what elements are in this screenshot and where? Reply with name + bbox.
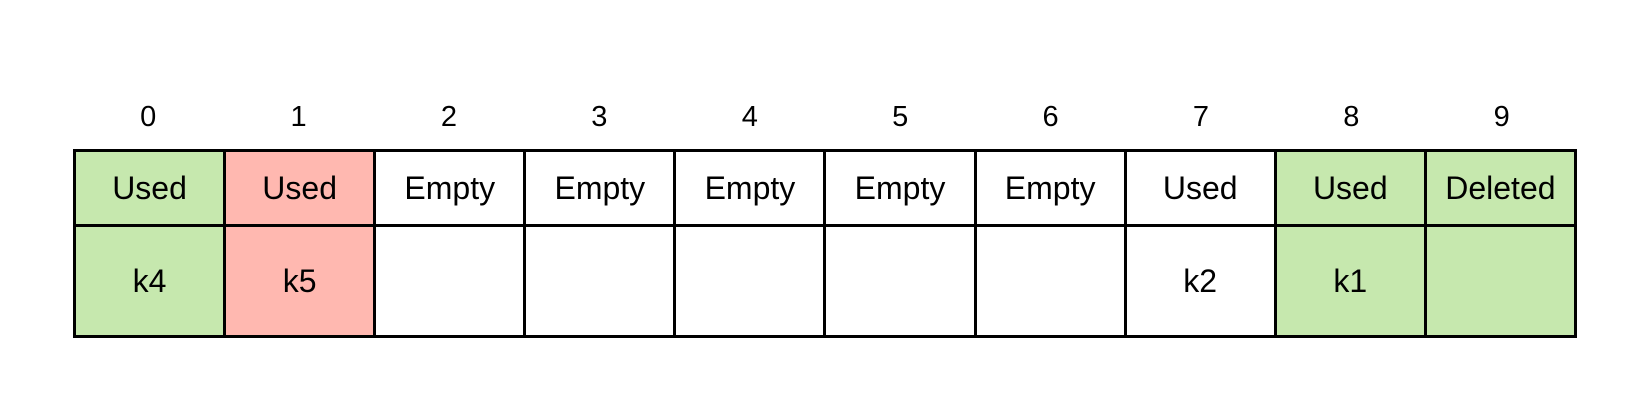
slot-status-cell: Used <box>76 152 224 227</box>
slot-key-cell <box>973 227 1124 335</box>
key-row: k4 k5 k2 k1 <box>76 227 1574 335</box>
slot-key-cell: k1 <box>1273 227 1424 335</box>
slot-index: 3 <box>591 100 608 133</box>
slot-index: 5 <box>892 100 909 133</box>
slot-index: 7 <box>1192 100 1209 133</box>
slot-index: 4 <box>741 100 758 133</box>
slot-status-cell: Deleted <box>1423 152 1574 227</box>
slot-key-cell: k4 <box>76 227 224 335</box>
slot-key-cell: k5 <box>223 227 374 335</box>
slot-index: 1 <box>290 100 307 133</box>
slot-key-cell <box>673 227 824 335</box>
index-row: 0 1 2 3 4 5 6 7 8 9 <box>73 85 1577 149</box>
status-row: Used Used Empty Empty Empty Empty Empty … <box>76 152 1574 227</box>
slot-status-cell: Used <box>223 152 374 227</box>
slot-status-cell: Empty <box>673 152 824 227</box>
slot-status-cell: Empty <box>973 152 1124 227</box>
slot-status-cell: Empty <box>823 152 974 227</box>
slot-index: 6 <box>1042 100 1059 133</box>
slot-status-cell: Used <box>1273 152 1424 227</box>
slot-status-cell: Empty <box>373 152 524 227</box>
slot-key-cell <box>823 227 974 335</box>
slot-index: 0 <box>140 100 157 133</box>
hash-table: Used Used Empty Empty Empty Empty Empty … <box>73 149 1577 338</box>
slot-index: 2 <box>440 100 458 133</box>
slot-key-cell: k2 <box>1123 227 1274 335</box>
slot-key-cell <box>523 227 674 335</box>
slot-status-cell: Empty <box>523 152 674 227</box>
hash-table-diagram: 0 1 2 3 4 5 6 7 8 9 Used Used Empty Empt… <box>73 85 1577 338</box>
slot-key-cell <box>373 227 524 335</box>
slot-index: 9 <box>1493 100 1510 133</box>
slot-index: 8 <box>1343 100 1360 133</box>
slot-status-cell: Used <box>1123 152 1274 227</box>
slot-key-cell <box>1423 227 1574 335</box>
